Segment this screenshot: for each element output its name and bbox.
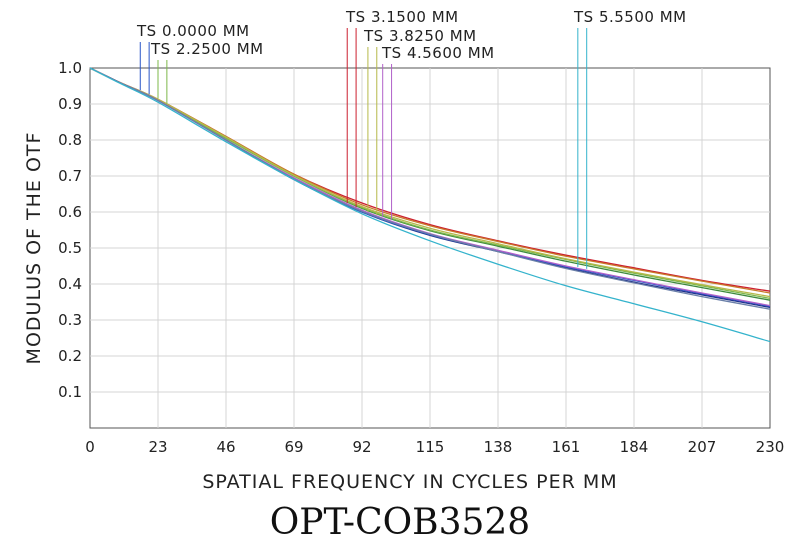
y-tick-label: 0.5 bbox=[58, 239, 82, 257]
field-label: TS 0.0000 MM bbox=[136, 22, 250, 40]
field-label: TS 5.5500 MM bbox=[573, 8, 687, 26]
field-label: TS 2.2500 MM bbox=[150, 40, 264, 58]
x-tick-label: 92 bbox=[352, 438, 371, 456]
x-tick-label: 46 bbox=[216, 438, 235, 456]
grid bbox=[90, 68, 770, 428]
y-tick-label: 0.3 bbox=[58, 311, 82, 329]
y-tick-label: 0.1 bbox=[58, 383, 82, 401]
x-tick-label: 138 bbox=[484, 438, 513, 456]
field-label: TS 3.8250 MM bbox=[363, 27, 477, 45]
field-label: TS 3.1500 MM bbox=[345, 8, 459, 26]
y-axis-label: MODULUS OF THE OTF bbox=[23, 132, 45, 365]
x-tick-label: 230 bbox=[756, 438, 785, 456]
y-tick-label: 0.7 bbox=[58, 167, 82, 185]
tick-labels: 0 23 46 69 92 115 138 161 184 207 230 0.1 0.2 0.3 0.4 0… bbox=[58, 59, 784, 456]
x-tick-label: 115 bbox=[416, 438, 445, 456]
y-tick-label: 0.8 bbox=[58, 131, 82, 149]
series-line-7 bbox=[89, 67, 771, 298]
x-tick-label: 207 bbox=[688, 438, 717, 456]
series-line-9 bbox=[89, 67, 771, 310]
series-line-10 bbox=[89, 67, 771, 343]
y-tick-label: 0.4 bbox=[58, 275, 82, 293]
y-tick-label: 0.2 bbox=[58, 347, 82, 365]
series-group bbox=[89, 67, 771, 343]
x-tick-label: 0 bbox=[85, 438, 95, 456]
chart-title: OPT-COB3528 bbox=[269, 502, 531, 543]
y-tick-label: 1.0 bbox=[58, 59, 82, 77]
x-tick-label: 184 bbox=[620, 438, 649, 456]
x-tick-label: 161 bbox=[552, 438, 581, 456]
field-label: TS 4.5600 MM bbox=[381, 44, 495, 62]
x-tick-label: 23 bbox=[148, 438, 167, 456]
y-tick-label: 0.6 bbox=[58, 203, 82, 221]
x-axis-label: SPATIAL FREQUENCY IN CYCLES PER MM bbox=[202, 471, 617, 493]
x-tick-label: 69 bbox=[284, 438, 303, 456]
y-tick-label: 0.9 bbox=[58, 95, 82, 113]
